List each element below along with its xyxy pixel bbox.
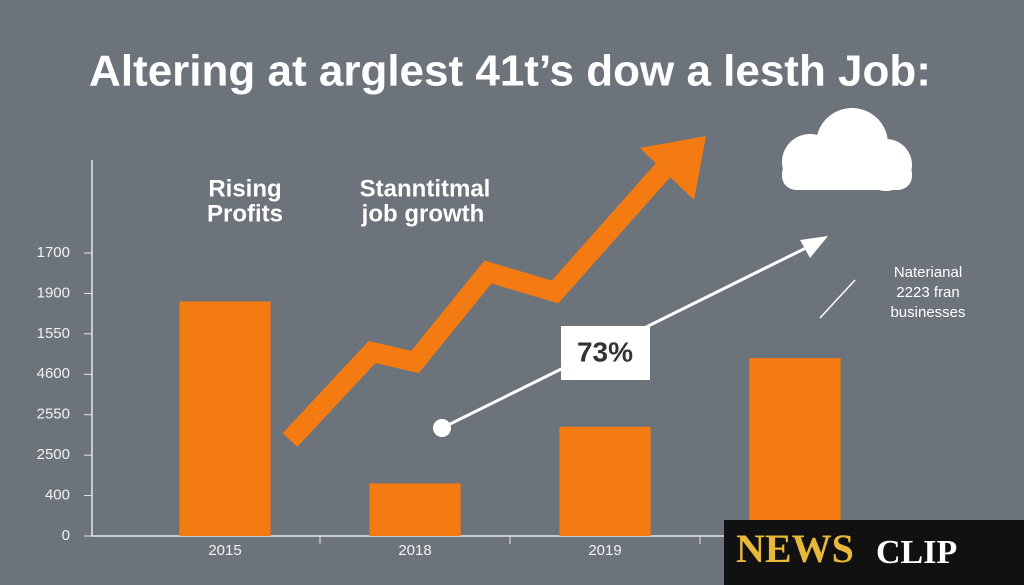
- y-tick-label: 1550: [37, 325, 70, 342]
- y-tick-label: 0: [62, 527, 70, 544]
- annotation: Rising: [208, 175, 281, 202]
- annotation: job growth: [361, 200, 485, 227]
- pointer-arrowhead: [800, 236, 828, 258]
- cloud-icon: [782, 108, 912, 191]
- x-tick-label: 2018: [398, 542, 431, 559]
- watermark: CLIP: [876, 534, 957, 571]
- note-line: [819, 279, 856, 319]
- bar: [179, 301, 271, 536]
- note: Naterianal: [894, 264, 962, 281]
- bars: [179, 301, 841, 536]
- bar: [749, 358, 841, 536]
- chart-title: Altering at arglest 41t’s dow a lesth Jo…: [89, 47, 931, 96]
- annotation: Stanntitmal: [360, 175, 491, 202]
- watermark-box: [724, 520, 1024, 585]
- trend-line: [282, 161, 673, 447]
- x-tick-label: 2019: [588, 542, 621, 559]
- note: 2223 fran: [896, 284, 959, 301]
- y-tick-label: 2500: [37, 446, 70, 463]
- y-tick-label: 2550: [37, 406, 70, 423]
- trend-arrowhead: [640, 136, 706, 200]
- y-tick-label: 1700: [37, 244, 70, 261]
- y-tick-label: 4600: [37, 365, 70, 382]
- note: businesses: [890, 304, 965, 321]
- callout-box: [561, 326, 650, 380]
- x-tick-label: 2015: [208, 542, 241, 559]
- y-tick-label: 400: [45, 487, 70, 504]
- bar: [559, 426, 651, 536]
- annotation: Profits: [207, 200, 283, 227]
- y-tick-label: 1900: [37, 284, 70, 301]
- pointer-dot: [433, 419, 451, 437]
- callout-text: 73%: [577, 336, 633, 367]
- bar: [369, 483, 461, 536]
- watermark: NEWS: [736, 526, 854, 571]
